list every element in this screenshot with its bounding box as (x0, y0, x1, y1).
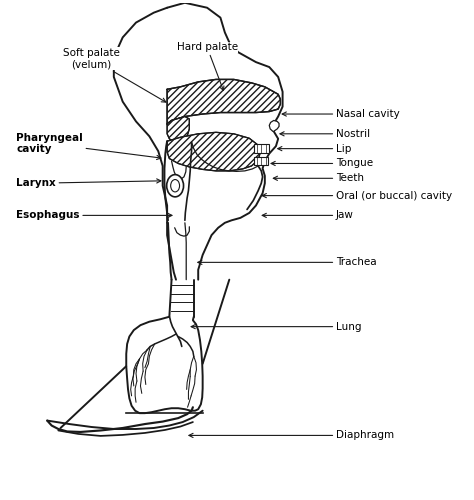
Text: Trachea: Trachea (198, 258, 376, 268)
Text: Lip: Lip (278, 144, 351, 154)
Bar (254, 157, 268, 165)
PathPatch shape (167, 80, 281, 124)
Ellipse shape (171, 180, 180, 192)
PathPatch shape (167, 132, 260, 171)
PathPatch shape (167, 116, 189, 143)
Text: Lung: Lung (191, 322, 361, 332)
Text: Pharyngeal
cavity: Pharyngeal cavity (16, 133, 161, 160)
Text: Nostril: Nostril (280, 129, 370, 139)
Text: Larynx: Larynx (16, 178, 161, 188)
Text: Tongue: Tongue (271, 158, 373, 168)
Ellipse shape (167, 174, 183, 197)
Bar (254, 144, 269, 152)
PathPatch shape (269, 120, 279, 132)
Text: Jaw: Jaw (262, 210, 354, 220)
Text: Teeth: Teeth (273, 174, 364, 184)
Text: Oral (or buccal) cavity: Oral (or buccal) cavity (262, 190, 452, 200)
Text: Esophagus: Esophagus (16, 210, 172, 220)
Text: Hard palate: Hard palate (176, 42, 237, 90)
Text: Nasal cavity: Nasal cavity (282, 109, 400, 119)
Text: Soft palate
(velum): Soft palate (velum) (63, 48, 166, 102)
Text: Diaphragm: Diaphragm (189, 430, 394, 440)
